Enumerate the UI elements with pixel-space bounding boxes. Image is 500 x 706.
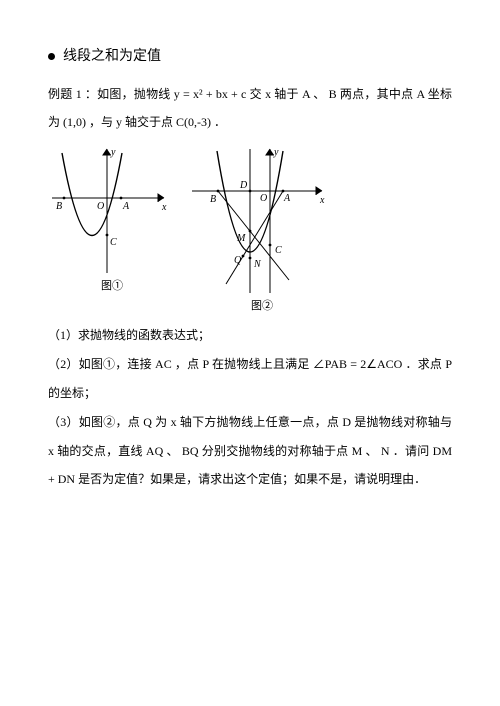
label-B: B <box>56 201 62 212</box>
axis-y-label: y <box>110 147 116 158</box>
label-Q2: Q <box>234 255 242 266</box>
bullet-icon <box>48 53 55 60</box>
paragraph-2: （1）求抛物线的函数表达式； <box>48 321 452 350</box>
label-C: C <box>110 237 117 248</box>
paragraph-3: （2）如图①，连接 AC ，点 P 在抛物线上且满足 ∠PAB = 2∠ACO … <box>48 350 452 408</box>
figure-1: y x B O A C 图① <box>52 143 172 293</box>
label-B2: B <box>210 194 216 205</box>
paragraph-4: （3）如图②，点 Q 为 x 轴下方抛物线上任意一点，点 D 是抛物线对称轴与 … <box>48 408 452 494</box>
label-A2: A <box>283 193 291 204</box>
figures-row: y x B O A C 图① <box>52 143 452 313</box>
axis-y-label-2: y <box>273 147 279 158</box>
paragraph-1: 例题 1 ：如图，抛物线 y = x² + bx + c 交 x 轴于 A 、 … <box>48 80 452 138</box>
axis-x-label-2: x <box>319 195 325 206</box>
label-C2: C <box>275 245 282 256</box>
figure-1-svg: y x B O A C <box>52 143 172 278</box>
page-container: 线段之和为定值 例题 1 ：如图，抛物线 y = x² + bx + c 交 x… <box>0 0 500 534</box>
label-N2: N <box>253 259 262 270</box>
label-D2: D <box>239 180 248 191</box>
figure-1-caption: 图① <box>101 280 123 293</box>
figure-2-caption: 图② <box>251 300 273 313</box>
label-O2: O <box>260 193 267 204</box>
heading-text: 线段之和为定值 <box>63 40 161 74</box>
label-M2: M <box>236 233 246 244</box>
section-heading: 线段之和为定值 <box>48 40 452 74</box>
axis-x-label: x <box>161 202 167 213</box>
figure-2-svg: y x B O A D C M N Q <box>192 143 332 298</box>
figure-2: y x B O A D C M N Q <box>192 143 332 313</box>
label-A: A <box>122 201 130 212</box>
label-O: O <box>97 201 104 212</box>
